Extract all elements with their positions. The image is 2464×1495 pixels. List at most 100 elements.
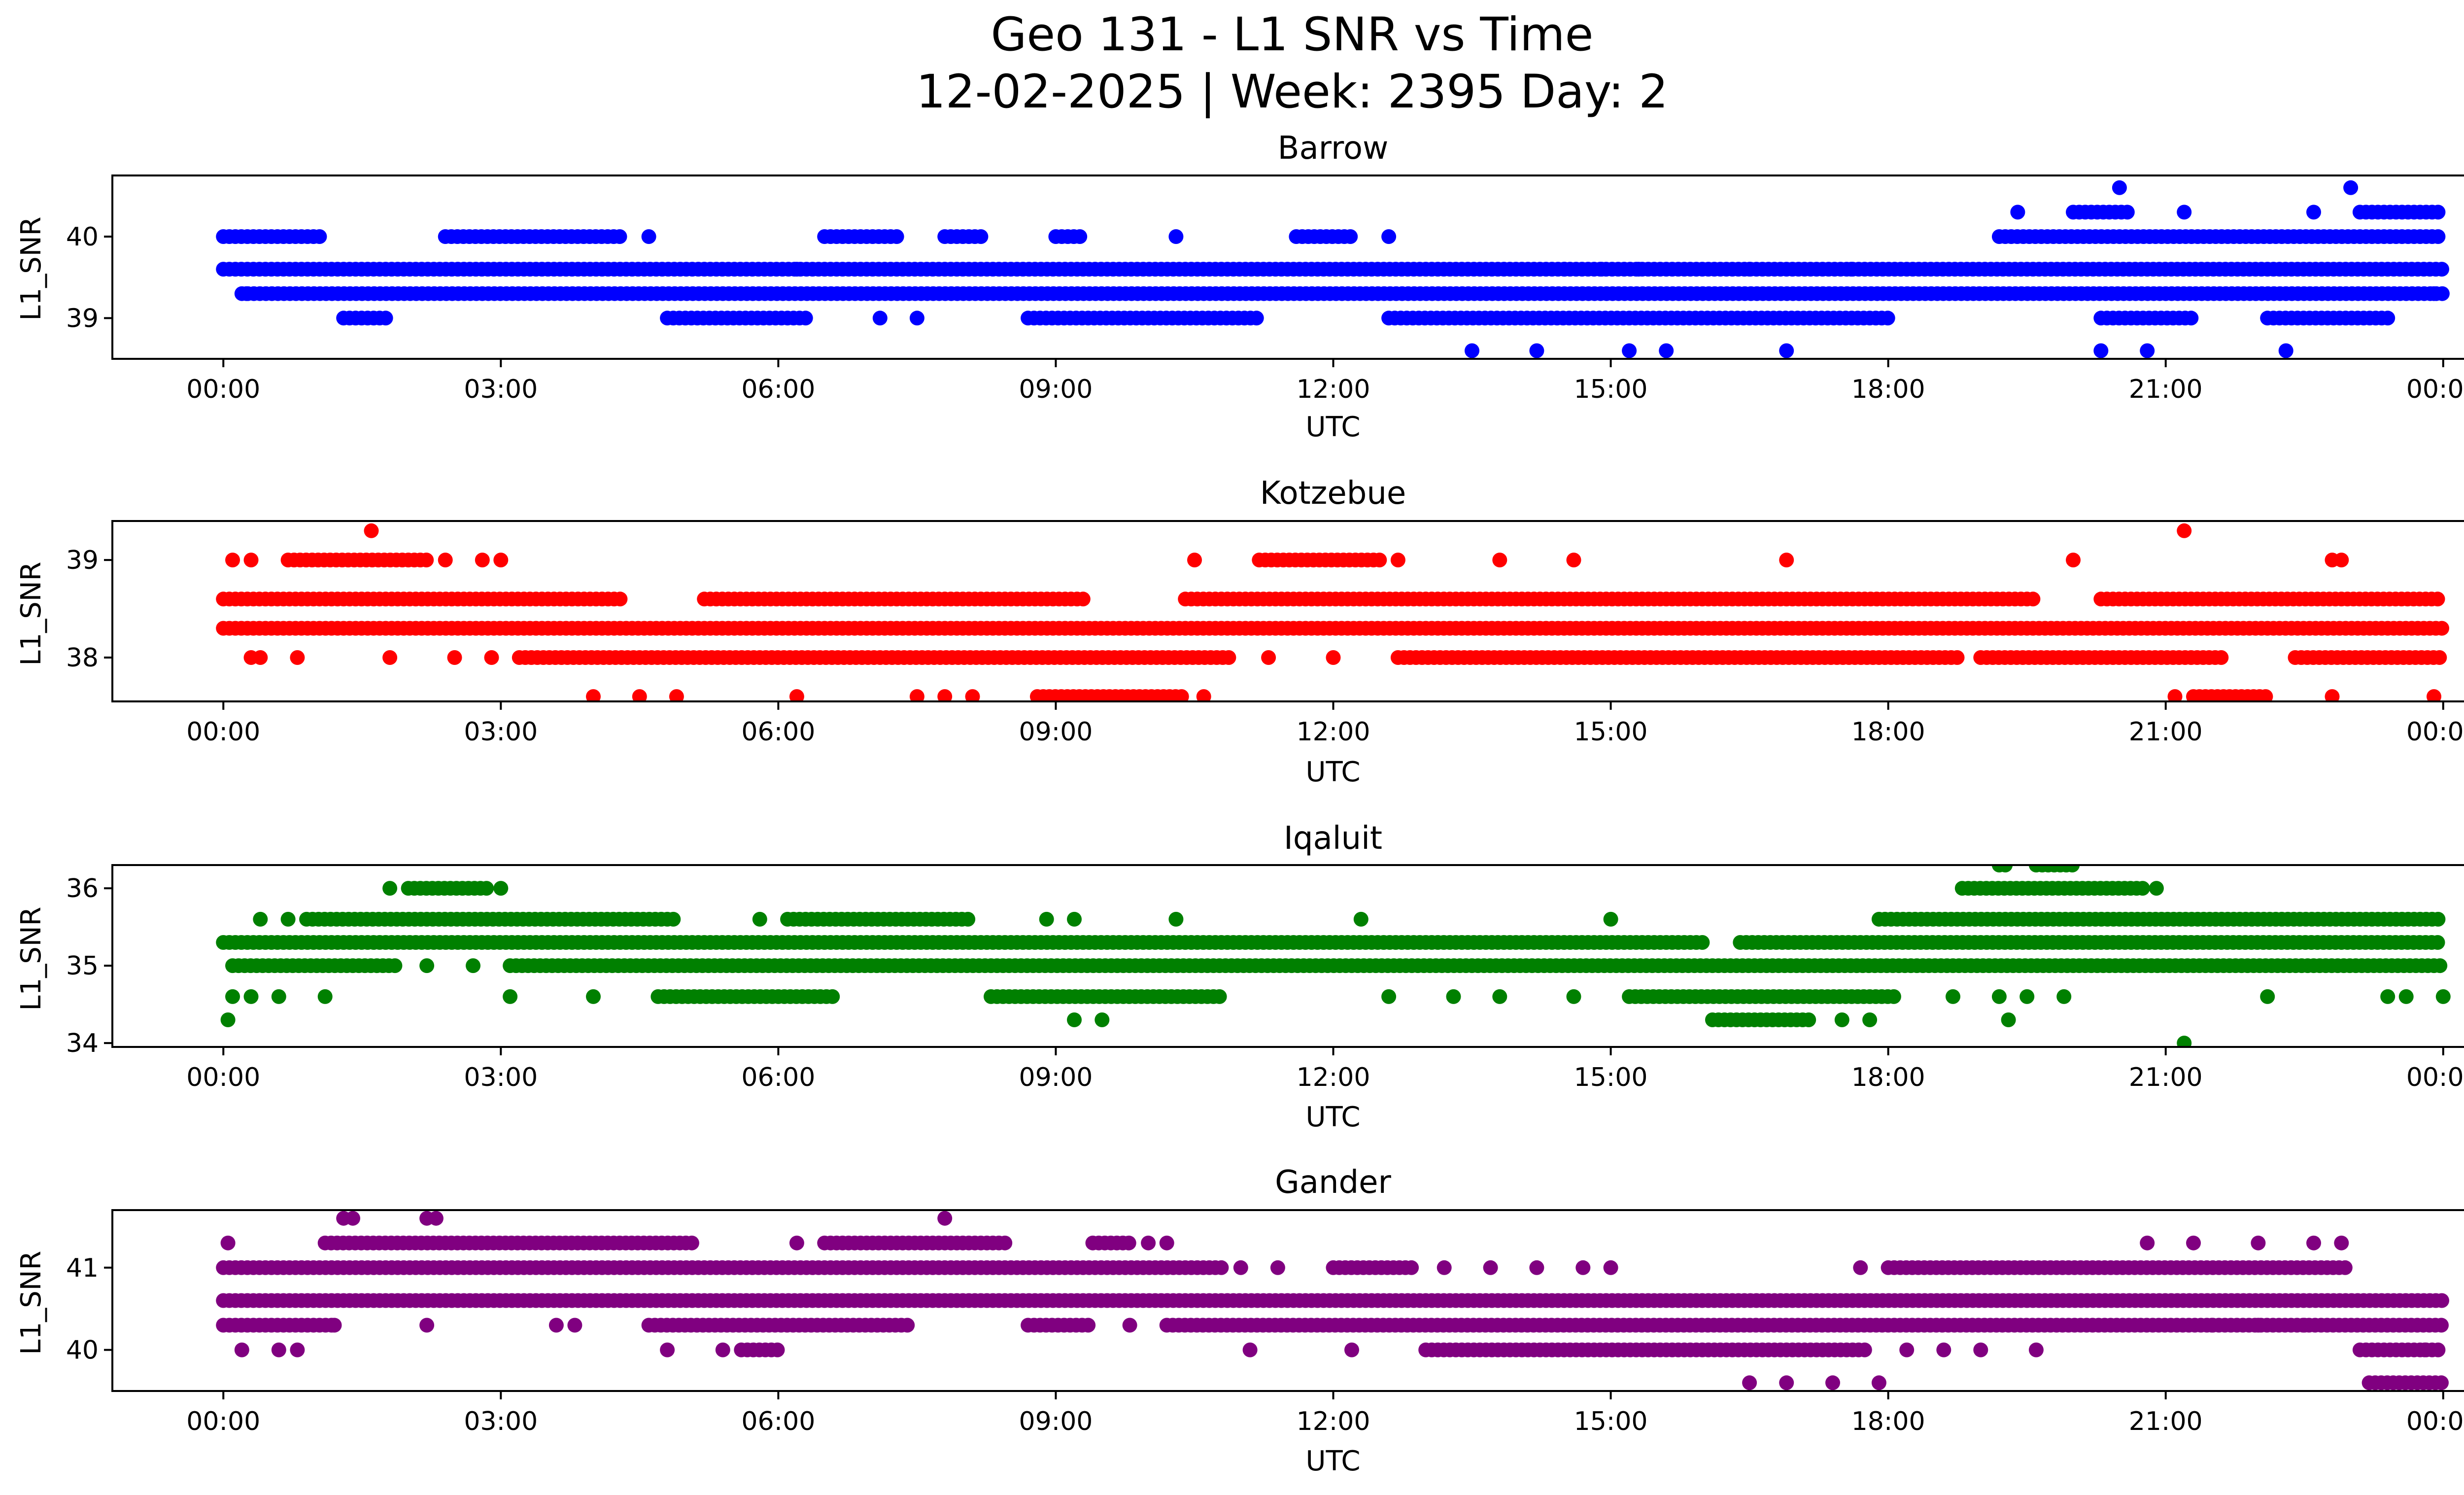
data-point	[586, 689, 601, 701]
data-point	[1575, 1260, 1591, 1275]
data-point	[1233, 1260, 1248, 1275]
data-point	[2427, 286, 2441, 301]
data-point	[567, 1318, 582, 1333]
data-point	[2260, 989, 2275, 1004]
data-point	[1695, 935, 1710, 950]
data-point	[2325, 689, 2340, 701]
data-point	[2432, 650, 2447, 665]
data-point	[419, 958, 435, 973]
data-point	[2380, 989, 2396, 1004]
y-tick-label: 40	[66, 1336, 99, 1365]
data-point	[1168, 229, 1184, 244]
data-point	[2204, 1318, 2220, 1333]
data-point	[715, 1342, 730, 1357]
x-tick-label: 00:00	[186, 1407, 260, 1436]
data-point	[1779, 1375, 1794, 1391]
x-tick-label: 21:00	[2129, 1063, 2203, 1092]
x-tick-label: 00:00	[186, 717, 260, 747]
data-point	[1973, 1342, 1988, 1357]
data-point	[872, 311, 888, 326]
data-point	[1214, 1260, 1229, 1275]
data-point	[1886, 989, 1901, 1004]
data-point	[1950, 650, 1965, 665]
data-point	[2334, 553, 2349, 568]
subplot-title: Kotzebue	[1260, 475, 1406, 512]
data-point	[1353, 911, 1369, 927]
data-point	[1159, 1235, 1174, 1251]
data-point	[684, 1235, 699, 1251]
y-tick-label: 36	[66, 874, 99, 904]
x-tick-label: 18:00	[1851, 375, 1925, 404]
x-tick-label: 21:00	[2129, 375, 2203, 404]
data-point	[2065, 865, 2080, 872]
data-point	[669, 689, 684, 701]
y-tick-label: 34	[66, 1029, 99, 1058]
data-point	[2306, 205, 2321, 220]
data-point	[909, 689, 924, 701]
data-point	[660, 1342, 675, 1357]
data-point	[493, 881, 509, 896]
data-point	[2427, 689, 2441, 701]
data-point	[493, 553, 509, 568]
data-point	[2434, 1293, 2449, 1308]
y-tick-label: 35	[66, 951, 99, 981]
data-point	[586, 989, 601, 1004]
x-tick-label: 21:00	[2129, 1407, 2203, 1436]
x-tick-label: 12:00	[1297, 375, 1370, 404]
data-point	[2056, 989, 2072, 1004]
data-point	[1343, 229, 1358, 244]
x-tick-label: 06:00	[741, 717, 815, 747]
data-point	[503, 989, 518, 1004]
data-point	[1261, 650, 1276, 665]
series-points	[216, 523, 2449, 701]
data-point	[225, 989, 240, 1004]
y-axis-label: L1_SNR	[15, 906, 47, 1010]
data-point	[1081, 1318, 1096, 1333]
data-point	[1603, 1260, 1618, 1275]
data-point	[1465, 343, 1479, 358]
data-point	[2140, 343, 2155, 358]
data-point	[2001, 1012, 2016, 1027]
x-tick-label: 00:00	[186, 1063, 260, 1092]
x-axis-label: UTC	[1305, 1101, 1360, 1133]
x-tick-label: 06:00	[741, 1407, 815, 1436]
data-point	[475, 553, 490, 568]
x-tick-label: 03:00	[464, 717, 538, 747]
data-point	[2306, 1235, 2321, 1251]
data-point	[1249, 311, 1264, 326]
data-point	[345, 1211, 360, 1226]
data-point	[965, 689, 980, 701]
x-tick-label: 15:00	[1574, 375, 1648, 404]
data-point	[1122, 1318, 1137, 1333]
data-point	[1404, 1260, 1419, 1275]
data-point	[889, 229, 904, 244]
data-point	[382, 650, 398, 665]
x-tick-label: 06:00	[741, 375, 815, 404]
data-point	[2398, 989, 2414, 1004]
data-point	[1529, 1260, 1544, 1275]
data-point	[1853, 1260, 1868, 1275]
data-point	[2430, 591, 2445, 607]
data-point	[1141, 1235, 1156, 1251]
data-point	[2025, 591, 2041, 607]
data-point	[1344, 1342, 1359, 1357]
data-point	[2028, 1342, 2044, 1357]
x-tick-label: 09:00	[1019, 1407, 1093, 1436]
data-point	[271, 989, 286, 1004]
data-point	[548, 1318, 564, 1333]
subplot-gander: Gander UTC L1_SNR 00:00 03:00 06:00 09:00 12…	[15, 1164, 2464, 1477]
data-point	[900, 1318, 915, 1333]
data-point	[220, 1012, 236, 1027]
x-tick-label: 09:00	[1019, 375, 1093, 404]
data-point	[2343, 180, 2359, 195]
data-point	[1067, 1012, 1082, 1027]
data-point	[997, 1235, 1013, 1251]
data-point	[1381, 989, 1397, 1004]
subplot-barrow: Barrow UTC L1_SNR 00:00 03:00 06:00 09:00 12…	[15, 130, 2464, 443]
x-tick-label: 03:00	[464, 1063, 538, 1092]
data-point	[1067, 911, 1082, 927]
data-point	[2135, 881, 2150, 896]
data-point	[1390, 553, 1405, 568]
figure-title-line2: 12-02-2025 | Week: 2395 Day: 2	[916, 65, 1668, 119]
data-point	[1603, 911, 1618, 927]
